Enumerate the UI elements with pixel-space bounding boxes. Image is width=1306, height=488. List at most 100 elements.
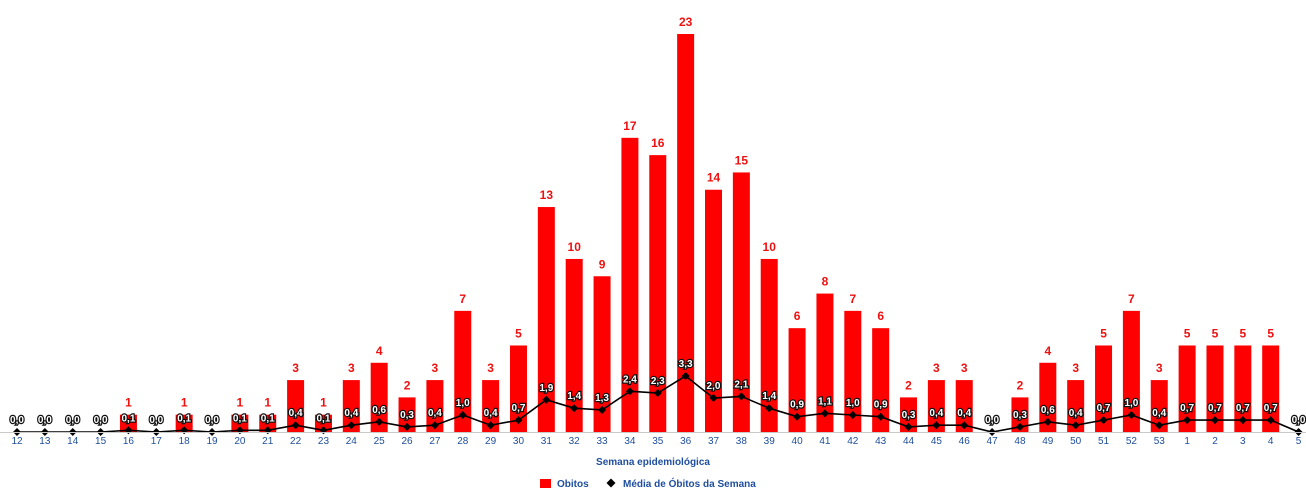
average-point-diamond-icon[interactable] bbox=[737, 392, 746, 401]
bar[interactable] bbox=[398, 397, 416, 432]
average-value-label: 0,6 bbox=[372, 405, 386, 416]
x-tick-label: 43 bbox=[875, 436, 887, 447]
bar-value-label: 5 bbox=[1267, 326, 1274, 340]
average-point-diamond-icon[interactable] bbox=[1043, 417, 1052, 426]
average-point-diamond-icon[interactable] bbox=[625, 387, 634, 396]
bar[interactable] bbox=[1095, 345, 1113, 432]
average-point-diamond-icon[interactable] bbox=[403, 422, 412, 431]
bar[interactable] bbox=[175, 414, 193, 432]
bar[interactable] bbox=[454, 310, 472, 432]
average-point-diamond-icon[interactable] bbox=[1099, 416, 1108, 425]
average-point-diamond-icon[interactable] bbox=[1071, 421, 1080, 430]
average-value-label: 0,1 bbox=[177, 413, 191, 424]
average-point-diamond-icon[interactable] bbox=[486, 421, 495, 430]
bar-value-label: 1 bbox=[320, 396, 327, 410]
x-tick-label: 17 bbox=[151, 436, 163, 447]
bar-value-label: 3 bbox=[292, 361, 299, 375]
bar[interactable] bbox=[509, 345, 527, 432]
bar[interactable] bbox=[844, 310, 862, 432]
average-point-diamond-icon[interactable] bbox=[932, 421, 941, 430]
bar[interactable] bbox=[119, 414, 137, 432]
x-tick-label: 31 bbox=[541, 436, 553, 447]
bar[interactable] bbox=[537, 207, 555, 432]
bar[interactable] bbox=[900, 397, 918, 432]
average-point-diamond-icon[interactable] bbox=[793, 412, 802, 421]
average-point-diamond-icon[interactable] bbox=[848, 411, 857, 420]
bar[interactable] bbox=[872, 328, 890, 432]
bar[interactable] bbox=[287, 380, 305, 432]
legend[interactable]: Obitos Média de Óbitos da Semana bbox=[540, 477, 756, 488]
bar[interactable] bbox=[927, 380, 945, 432]
bar[interactable] bbox=[788, 328, 806, 432]
x-tick-label: 39 bbox=[764, 436, 776, 447]
average-point-diamond-icon[interactable] bbox=[765, 404, 774, 413]
average-point-diamond-icon[interactable] bbox=[514, 416, 523, 425]
average-point-diamond-icon[interactable] bbox=[1238, 416, 1247, 425]
bar[interactable] bbox=[231, 414, 249, 432]
average-point-diamond-icon[interactable] bbox=[820, 409, 829, 418]
bar-value-label: 2 bbox=[404, 378, 411, 392]
bar-value-label: 3 bbox=[933, 361, 940, 375]
bar[interactable] bbox=[1011, 397, 1029, 432]
bar[interactable] bbox=[955, 380, 973, 432]
average-point-diamond-icon[interactable] bbox=[960, 421, 969, 430]
bar[interactable] bbox=[732, 172, 750, 432]
average-point-diamond-icon[interactable] bbox=[598, 405, 607, 414]
x-axis-title: Semana epidemiológica bbox=[596, 457, 710, 468]
bar[interactable] bbox=[1262, 345, 1280, 432]
bar[interactable] bbox=[677, 34, 695, 432]
bar[interactable] bbox=[621, 137, 639, 432]
average-point-diamond-icon[interactable] bbox=[1266, 416, 1275, 425]
bar[interactable] bbox=[1178, 345, 1196, 432]
average-point-diamond-icon[interactable] bbox=[681, 372, 690, 380]
average-point-diamond-icon[interactable] bbox=[430, 421, 439, 430]
bar[interactable] bbox=[342, 380, 360, 432]
average-value-label: 0,7 bbox=[1264, 403, 1278, 414]
x-tick-label: 52 bbox=[1126, 436, 1138, 447]
average-point-diamond-icon[interactable] bbox=[570, 404, 579, 413]
bar[interactable] bbox=[593, 276, 611, 432]
average-value-label: 1,0 bbox=[456, 398, 470, 409]
average-point-diamond-icon[interactable] bbox=[1127, 411, 1136, 420]
bar[interactable] bbox=[259, 414, 277, 432]
bar-value-label: 3 bbox=[487, 361, 494, 375]
bar[interactable] bbox=[370, 362, 388, 432]
bar-value-label: 1 bbox=[181, 396, 188, 410]
bar-value-label: 7 bbox=[849, 292, 856, 306]
x-tick-label: 32 bbox=[569, 436, 581, 447]
bar[interactable] bbox=[760, 258, 778, 432]
x-tick-label: 48 bbox=[1014, 436, 1026, 447]
bar[interactable] bbox=[1234, 345, 1252, 432]
x-tick-label: 20 bbox=[234, 436, 246, 447]
average-point-diamond-icon[interactable] bbox=[542, 395, 551, 404]
average-point-diamond-icon[interactable] bbox=[876, 412, 885, 421]
bar[interactable] bbox=[1067, 380, 1085, 432]
bar[interactable] bbox=[314, 414, 332, 432]
average-point-diamond-icon[interactable] bbox=[1183, 416, 1192, 425]
average-point-diamond-icon[interactable] bbox=[709, 394, 718, 403]
average-point-diamond-icon[interactable] bbox=[1155, 421, 1164, 430]
average-point-diamond-icon[interactable] bbox=[1210, 416, 1219, 425]
bar[interactable] bbox=[1122, 310, 1140, 432]
average-value-label: 0,1 bbox=[317, 413, 331, 424]
average-point-diamond-icon[interactable] bbox=[1015, 422, 1024, 431]
average-point-diamond-icon[interactable] bbox=[291, 421, 300, 430]
bar[interactable] bbox=[649, 155, 667, 432]
average-point-diamond-icon[interactable] bbox=[653, 388, 662, 397]
x-tick-label: 12 bbox=[11, 436, 23, 447]
bar[interactable] bbox=[1039, 362, 1057, 432]
average-point-diamond-icon[interactable] bbox=[904, 422, 913, 431]
average-point-diamond-icon[interactable] bbox=[458, 411, 467, 420]
bar[interactable] bbox=[816, 293, 834, 432]
average-point-diamond-icon[interactable] bbox=[347, 421, 356, 430]
bar[interactable] bbox=[482, 380, 500, 432]
bar[interactable] bbox=[705, 189, 722, 432]
average-point-diamond-icon[interactable] bbox=[375, 417, 384, 426]
bar[interactable] bbox=[1206, 345, 1224, 432]
x-tick-label: 51 bbox=[1098, 436, 1110, 447]
bar[interactable] bbox=[1150, 380, 1168, 432]
x-tick-label: 3 bbox=[1240, 436, 1246, 447]
bar[interactable] bbox=[426, 380, 444, 432]
bar[interactable] bbox=[565, 258, 583, 432]
